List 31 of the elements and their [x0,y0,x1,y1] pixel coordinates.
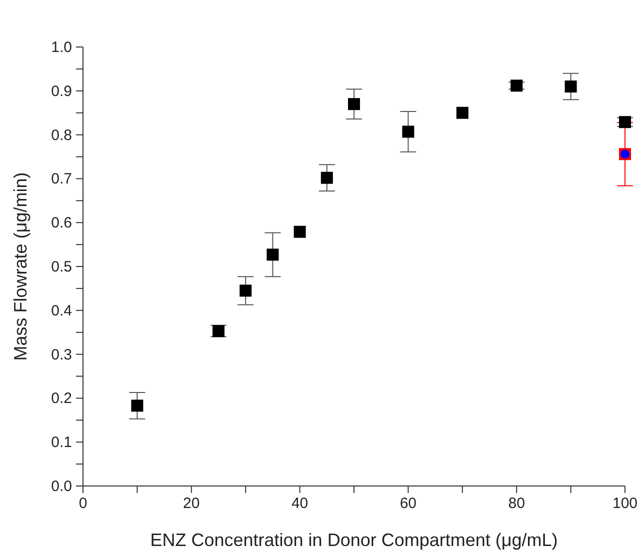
point [294,226,306,238]
y-tick-label: 0.3 [51,346,72,364]
point [212,325,224,338]
point [266,248,279,261]
y-tick-label: 0.6 [51,214,72,232]
point [510,80,523,92]
x-tick-label: 80 [508,495,525,512]
y-tick-label: 0.7 [51,170,72,188]
y-tick-label: 0.5 [51,258,72,276]
x-tick-label: 100 [612,495,638,512]
y-tick-label: 0.1 [51,434,72,452]
y-tick-label: 1.0 [51,39,72,56]
point [131,400,144,412]
x-tick-label: 40 [291,495,308,512]
y-tick-label: 0.2 [51,390,72,408]
y-tick-label: 0.9 [51,82,72,100]
point [402,126,414,138]
y-tick-label: 0.8 [51,126,72,144]
point [564,80,577,93]
x-tick-label: 60 [400,495,417,512]
x-tick-label: 0 [78,495,88,512]
point [456,106,468,119]
point [240,284,252,297]
y-tick-label: 0.4 [51,302,72,320]
point [619,116,631,128]
y-tick-label: 0.0 [51,478,72,495]
y-axis-title: Mass Flowrate (μg/min) [10,172,30,361]
x-tick-label: 20 [183,495,200,512]
point [348,98,360,110]
point [320,172,333,184]
x-axis-title: ENZ Concentration in Donor Compartment (μg/mL) [150,530,558,550]
